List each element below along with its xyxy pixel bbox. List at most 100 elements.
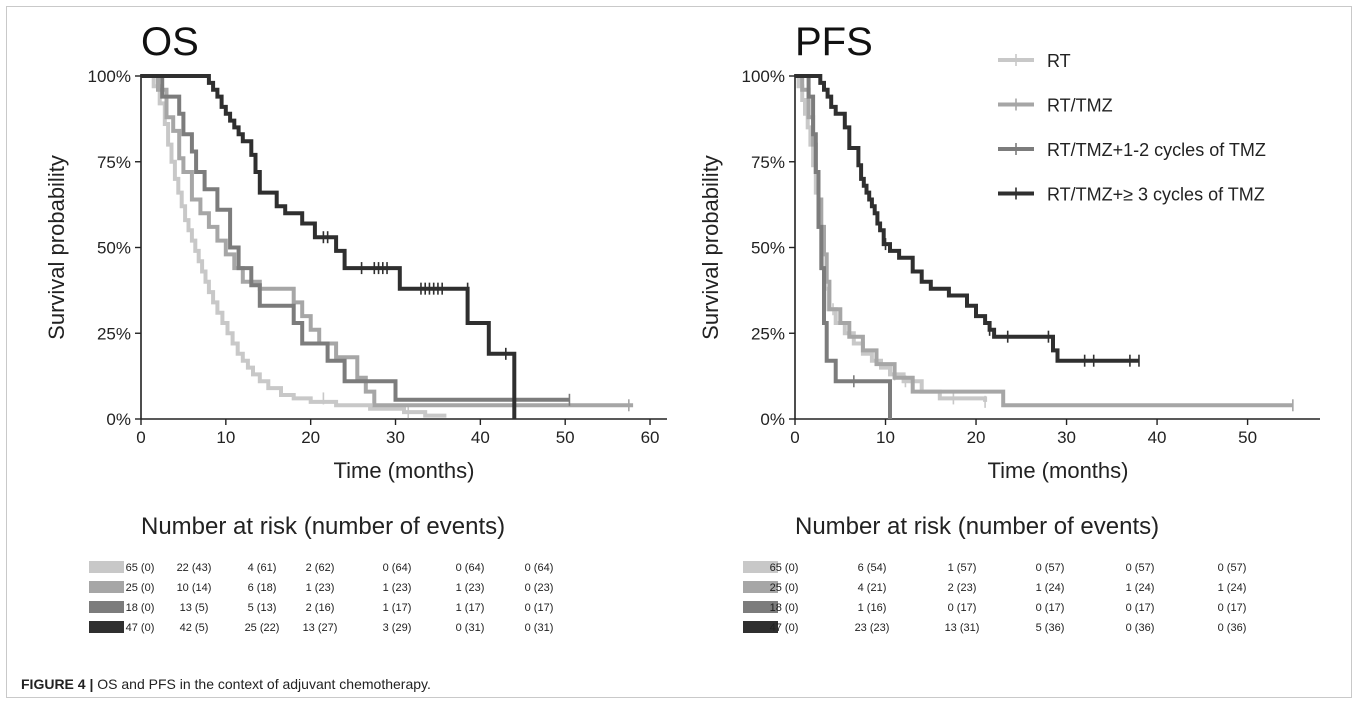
pfs-risk-cell: 0 (57): [1218, 562, 1247, 574]
os-risk-cell: 10 (14): [177, 582, 212, 594]
pfs-y-tick-label: 50%: [751, 239, 785, 258]
pfs-risk-row-swatch: [743, 601, 778, 613]
pfs-x-tick-label: 40: [1148, 428, 1167, 447]
os-y-tick-label: 0%: [106, 410, 131, 429]
pfs-risk-cell: 0 (17): [948, 602, 977, 614]
figure-caption: FIGURE 4 | OS and PFS in the context of …: [21, 676, 431, 692]
pfs-risk-cell: 0 (57): [1036, 562, 1065, 574]
os-x-tick-label: 40: [471, 428, 490, 447]
os-x-tick-label: 20: [301, 428, 320, 447]
figure-frame: [6, 6, 1352, 698]
os-risk-cell: 0 (64): [383, 562, 412, 574]
pfs-risk-cell: 23 (23): [855, 622, 890, 634]
os-series-3-curve: [141, 74, 570, 402]
pfs-x-tick-label: 50: [1238, 428, 1257, 447]
legend-label-4: RT/TMZ+≥ 3 cycles of TMZ: [1047, 185, 1265, 205]
os-risk-cell: 42 (5): [180, 622, 209, 634]
os-risk-row-swatch: [89, 561, 124, 573]
pfs-risk-cell: 1 (24): [1036, 582, 1065, 594]
os-risk-cell: 1 (23): [383, 582, 412, 594]
pfs-risk-table-title: Number at risk (number of events): [795, 513, 1159, 540]
pfs-title: PFS: [795, 20, 873, 64]
os-y-tick-label: 25%: [97, 324, 131, 343]
pfs-risk-cell: 1 (24): [1218, 582, 1247, 594]
os-series-4-curve: [141, 74, 517, 419]
pfs-y-tick-label: 100%: [742, 67, 785, 86]
os-risk-cell: 0 (64): [525, 562, 554, 574]
pfs-risk-cell: 65 (0): [770, 562, 799, 574]
pfs-risk-cell: 25 (0): [770, 582, 799, 594]
pfs-x-tick-label: 10: [876, 428, 895, 447]
os-risk-table-title: Number at risk (number of events): [141, 513, 505, 540]
os-risk-cell: 1 (23): [306, 582, 335, 594]
pfs-risk-cell: 6 (54): [858, 562, 887, 574]
os-risk-cell: 22 (43): [177, 562, 212, 574]
pfs-x-axis-label: Time (months): [988, 458, 1129, 483]
os-risk-cell: 13 (5): [180, 602, 209, 614]
pfs-risk-row-swatch: [743, 561, 778, 573]
pfs-risk-cell: 4 (21): [858, 582, 887, 594]
pfs-risk-cell: 0 (36): [1126, 622, 1155, 634]
pfs-y-axis-label: Survival probability: [698, 155, 723, 340]
caption-text: OS and PFS in the context of adjuvant ch…: [97, 676, 431, 692]
pfs-series-4-curve: [795, 74, 1139, 363]
pfs-risk-cell: 18 (0): [770, 602, 799, 614]
pfs-risk-cell: 1 (16): [858, 602, 887, 614]
pfs-risk-cell: 0 (36): [1218, 622, 1247, 634]
pfs-risk-cell: 47 (0): [770, 622, 799, 634]
os-risk-cell: 0 (17): [525, 602, 554, 614]
os-risk-cell: 3 (29): [383, 622, 412, 634]
os-risk-cell: 13 (27): [303, 622, 338, 634]
pfs-risk-cell: 0 (17): [1126, 602, 1155, 614]
os-risk-row-swatch: [89, 601, 124, 613]
os-risk-cell: 0 (23): [525, 582, 554, 594]
os-risk-cell: 2 (16): [306, 602, 335, 614]
os-risk-cell: 0 (31): [525, 622, 554, 634]
os-x-axis-label: Time (months): [334, 458, 475, 483]
os-risk-cell: 47 (0): [126, 622, 155, 634]
os-risk-cell: 65 (0): [126, 562, 155, 574]
os-series-2-curve: [141, 74, 634, 408]
pfs-series-3-curve: [795, 74, 892, 419]
os-x-tick-label: 50: [556, 428, 575, 447]
os-y-axis-label: Survival probability: [44, 155, 69, 340]
os-risk-cell: 5 (13): [248, 602, 277, 614]
os-risk-cell: 2 (62): [306, 562, 335, 574]
pfs-x-tick-label: 20: [967, 428, 986, 447]
legend-label-3: RT/TMZ+1-2 cycles of TMZ: [1047, 140, 1266, 160]
pfs-risk-cell: 0 (17): [1218, 602, 1247, 614]
os-title: OS: [141, 20, 199, 64]
os-y-tick-label: 75%: [97, 153, 131, 172]
pfs-risk-cell: 1 (24): [1126, 582, 1155, 594]
os-x-tick-label: 30: [386, 428, 405, 447]
legend-label-2: RT/TMZ: [1047, 96, 1113, 116]
os-risk-row-swatch: [89, 581, 124, 593]
pfs-risk-cell: 5 (36): [1036, 622, 1065, 634]
pfs-risk-cell: 0 (17): [1036, 602, 1065, 614]
pfs-x-tick-label: 0: [790, 428, 799, 447]
pfs-risk-cell: 0 (57): [1126, 562, 1155, 574]
pfs-risk-row-swatch: [743, 581, 778, 593]
os-risk-cell: 4 (61): [248, 562, 277, 574]
os-risk-cell: 0 (31): [456, 622, 485, 634]
pfs-x-tick-label: 30: [1057, 428, 1076, 447]
os-x-tick-label: 0: [136, 428, 145, 447]
os-y-tick-label: 50%: [97, 239, 131, 258]
os-risk-cell: 25 (22): [245, 622, 280, 634]
os-risk-cell: 1 (17): [383, 602, 412, 614]
pfs-risk-cell: 1 (57): [948, 562, 977, 574]
os-risk-cell: 1 (17): [456, 602, 485, 614]
os-series-1-curve: [141, 74, 447, 418]
pfs-y-tick-label: 0%: [760, 410, 785, 429]
os-risk-cell: 1 (23): [456, 582, 485, 594]
os-x-tick-label: 10: [216, 428, 235, 447]
os-risk-cell: 25 (0): [126, 582, 155, 594]
pfs-y-tick-label: 75%: [751, 153, 785, 172]
os-x-tick-label: 60: [641, 428, 660, 447]
os-risk-row-swatch: [89, 621, 124, 633]
pfs-y-tick-label: 25%: [751, 324, 785, 343]
caption-label: FIGURE 4 |: [21, 676, 94, 692]
pfs-risk-cell: 13 (31): [945, 622, 980, 634]
os-y-tick-label: 100%: [88, 67, 131, 86]
